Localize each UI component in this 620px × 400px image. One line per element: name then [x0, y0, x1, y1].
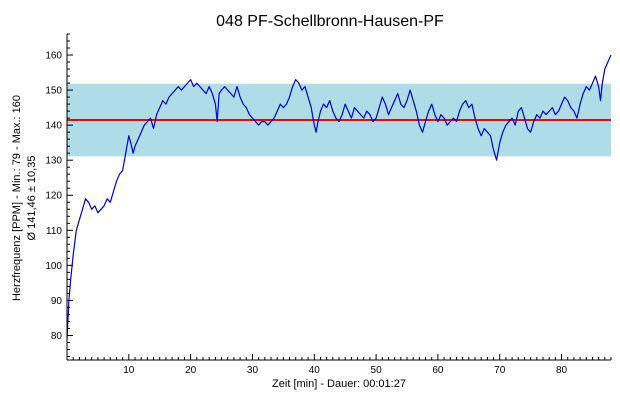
y-axis-title-line1: Herzfrequenz [PPM] - Min.: 79 - Max.: 16…: [11, 95, 23, 301]
tick-layer: 10 20 30 40 50 60 70 80 80 90 100 110 120 130 140 150 16…: [45, 33, 612, 376]
axes: [66, 34, 611, 361]
x-tick-label: 40: [309, 365, 321, 376]
x-tick-label: 70: [494, 365, 506, 376]
series-layer: [66, 54, 612, 340]
x-tick-label: 60: [432, 365, 444, 376]
x-tick-label: 10: [123, 365, 135, 376]
x-tick-label: 50: [371, 365, 383, 376]
x-tick-label: 80: [556, 365, 568, 376]
y-tick-label: 110: [46, 226, 62, 237]
y-tick-label: 120: [45, 191, 62, 202]
y-tick-label: 130: [45, 156, 62, 167]
y-tick-label: 100: [45, 261, 62, 272]
y-tick-label: 160: [45, 51, 62, 62]
series-line-0: [66, 54, 612, 340]
chart-title: 048 PF-Schellbronn-Hausen-PF: [216, 13, 444, 30]
x-axis-title: Zeit [min] - Dauer: 00:01:27: [272, 378, 406, 390]
y-tick-label: 90: [51, 296, 63, 307]
y-tick-label: 150: [45, 86, 62, 97]
y-tick-label: 80: [51, 331, 63, 342]
x-tick-label: 20: [185, 365, 197, 376]
x-tick-label: 30: [247, 365, 259, 376]
y-tick-label: 140: [45, 121, 62, 132]
y-axis-title-line2: Ø 141,46 ± 10,35: [26, 156, 38, 241]
